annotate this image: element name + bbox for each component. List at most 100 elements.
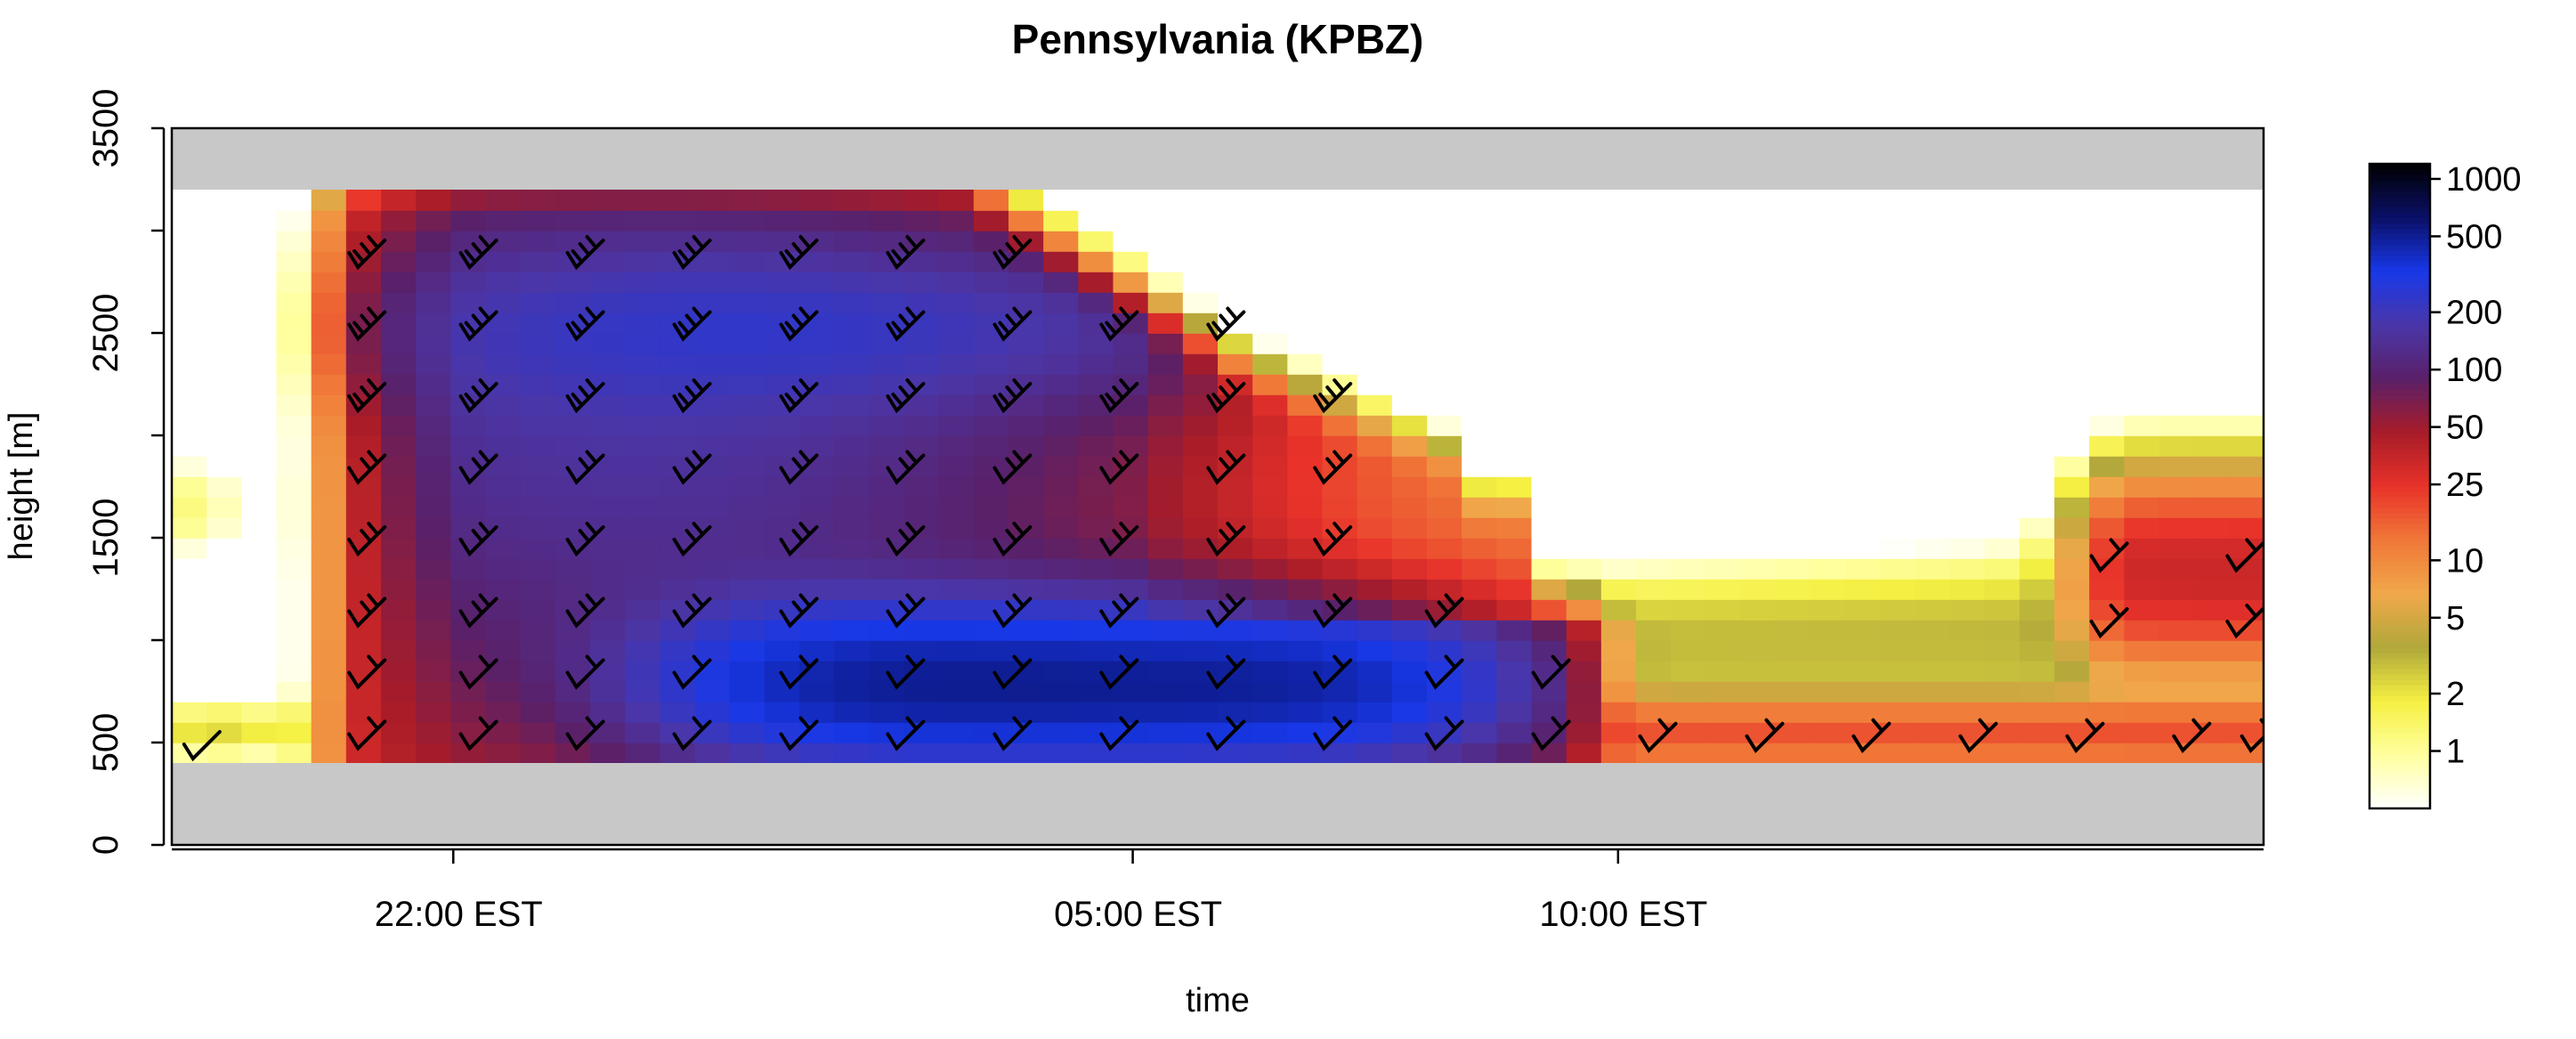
- heatmap-cell: [1775, 251, 1811, 272]
- wind-barb-shape: [886, 522, 926, 557]
- heatmap-cell: [729, 640, 766, 662]
- heatmap-cell: [1043, 210, 1080, 231]
- heatmap-cell: [1147, 743, 1184, 764]
- heatmap-cell: [1740, 743, 1777, 764]
- heatmap-cell: [694, 292, 731, 313]
- heatmap-cell: [1147, 579, 1184, 600]
- heatmap-cell: [2124, 415, 2160, 436]
- heatmap-cell: [694, 394, 731, 416]
- heatmap-cell: [520, 251, 556, 272]
- colorbar-band: [2369, 759, 2430, 767]
- heatmap-cell: [1880, 722, 1916, 743]
- heatmap-cell: [1845, 435, 1881, 457]
- colorbar-band: [2369, 797, 2430, 804]
- heatmap-cell: [381, 579, 417, 600]
- heatmap-cell: [381, 743, 417, 764]
- heatmap-cell: [2228, 722, 2264, 743]
- x-tick-label: 05:00 EST: [1054, 895, 1222, 934]
- colorbar-band: [2369, 518, 2430, 524]
- heatmap-cell: [869, 231, 905, 252]
- wind-barb-shape: [1638, 718, 1678, 753]
- colorbar-band: [2369, 469, 2430, 476]
- heatmap-cell: [590, 190, 626, 211]
- colorbar-band: [2369, 674, 2430, 680]
- heatmap-cell: [1880, 497, 1916, 518]
- colorbar-band: [2369, 249, 2430, 256]
- heatmap-cell: [1009, 353, 1044, 375]
- heatmap-cell: [938, 210, 975, 231]
- heatmap-cell: [799, 743, 835, 764]
- heatmap-cell: [938, 333, 975, 354]
- heatmap-cell: [416, 251, 452, 272]
- heatmap-cell: [1705, 579, 1742, 600]
- wind-barb-shape: [1206, 522, 1246, 557]
- wind-barb-shape: [1851, 718, 1891, 753]
- heatmap-cell: [903, 661, 940, 682]
- heatmap-cell: [1218, 497, 1253, 518]
- wind-barb: [992, 522, 1033, 557]
- heatmap-cell: [1531, 722, 1567, 743]
- heatmap-cell: [1566, 353, 1602, 375]
- heatmap-cell: [2159, 210, 2195, 231]
- colorbar-band: [2369, 346, 2430, 353]
- heatmap-cell: [660, 579, 696, 600]
- heatmap-cell: [625, 681, 661, 702]
- heatmap-cell: [276, 456, 312, 477]
- heatmap-cell: [520, 497, 556, 518]
- heatmap-cell: [1218, 353, 1253, 375]
- wind-barb-shape: [2089, 538, 2129, 573]
- heatmap-cell: [2089, 476, 2126, 498]
- heatmap-cell: [1043, 313, 1080, 334]
- heatmap-cell: [625, 210, 661, 231]
- heatmap-cell: [1636, 579, 1672, 600]
- colorbar-band: [2369, 550, 2430, 557]
- heatmap-cell: [729, 251, 766, 272]
- heatmap-cell: [1322, 538, 1358, 559]
- heatmap-cell: [207, 435, 243, 457]
- heatmap-cell: [2228, 210, 2264, 231]
- wind-barb-shape: [565, 306, 605, 342]
- heatmap-cell: [1671, 497, 1707, 518]
- colorbar-band: [2369, 604, 2430, 611]
- heatmap-cell: [1043, 251, 1080, 272]
- wind-barb: [886, 522, 926, 557]
- wind-barb-shape: [1313, 593, 1353, 629]
- heatmap-cell: [276, 722, 312, 743]
- heatmap-cell: [1705, 374, 1742, 395]
- heatmap-cell: [450, 476, 487, 498]
- wind-barb-shape: [1206, 654, 1246, 690]
- heatmap-cell: [903, 722, 940, 743]
- heatmap-cell: [973, 292, 1009, 313]
- heatmap-cell: [1009, 599, 1044, 621]
- wind-barb-shape: [2089, 604, 2129, 639]
- heatmap-cell: [381, 210, 417, 231]
- heatmap-cell: [903, 579, 940, 600]
- heatmap-cell: [625, 394, 661, 416]
- heatmap-cell: [625, 702, 661, 723]
- heatmap-cell: [172, 394, 207, 416]
- heatmap-cell: [1218, 190, 1253, 211]
- heatmap-cell: [1600, 476, 1637, 498]
- heatmap-cell: [381, 292, 417, 313]
- heatmap-cell: [1322, 210, 1358, 231]
- heatmap-cell: [1391, 702, 1428, 723]
- heatmap-cell: [2089, 190, 2126, 211]
- heatmap-cell: [660, 353, 696, 375]
- heatmap-cell: [1810, 394, 1846, 416]
- heatmap-cell: [1566, 640, 1602, 662]
- heatmap-cell: [1147, 661, 1184, 682]
- heatmap-cell: [834, 599, 871, 621]
- heatmap-cell: [834, 620, 871, 641]
- heatmap-cell: [1880, 251, 1916, 272]
- heatmap-cell: [2228, 313, 2264, 334]
- heatmap-cell: [485, 231, 522, 252]
- wind-barb: [779, 450, 819, 485]
- heatmap-cell: [1845, 251, 1881, 272]
- heatmap-cell: [1671, 272, 1707, 293]
- heatmap-cell: [1705, 313, 1742, 334]
- wind-barb-shape: [886, 593, 926, 629]
- heatmap-cell: [450, 210, 487, 231]
- wind-barb-shape: [779, 716, 819, 751]
- heatmap-cell: [207, 579, 243, 600]
